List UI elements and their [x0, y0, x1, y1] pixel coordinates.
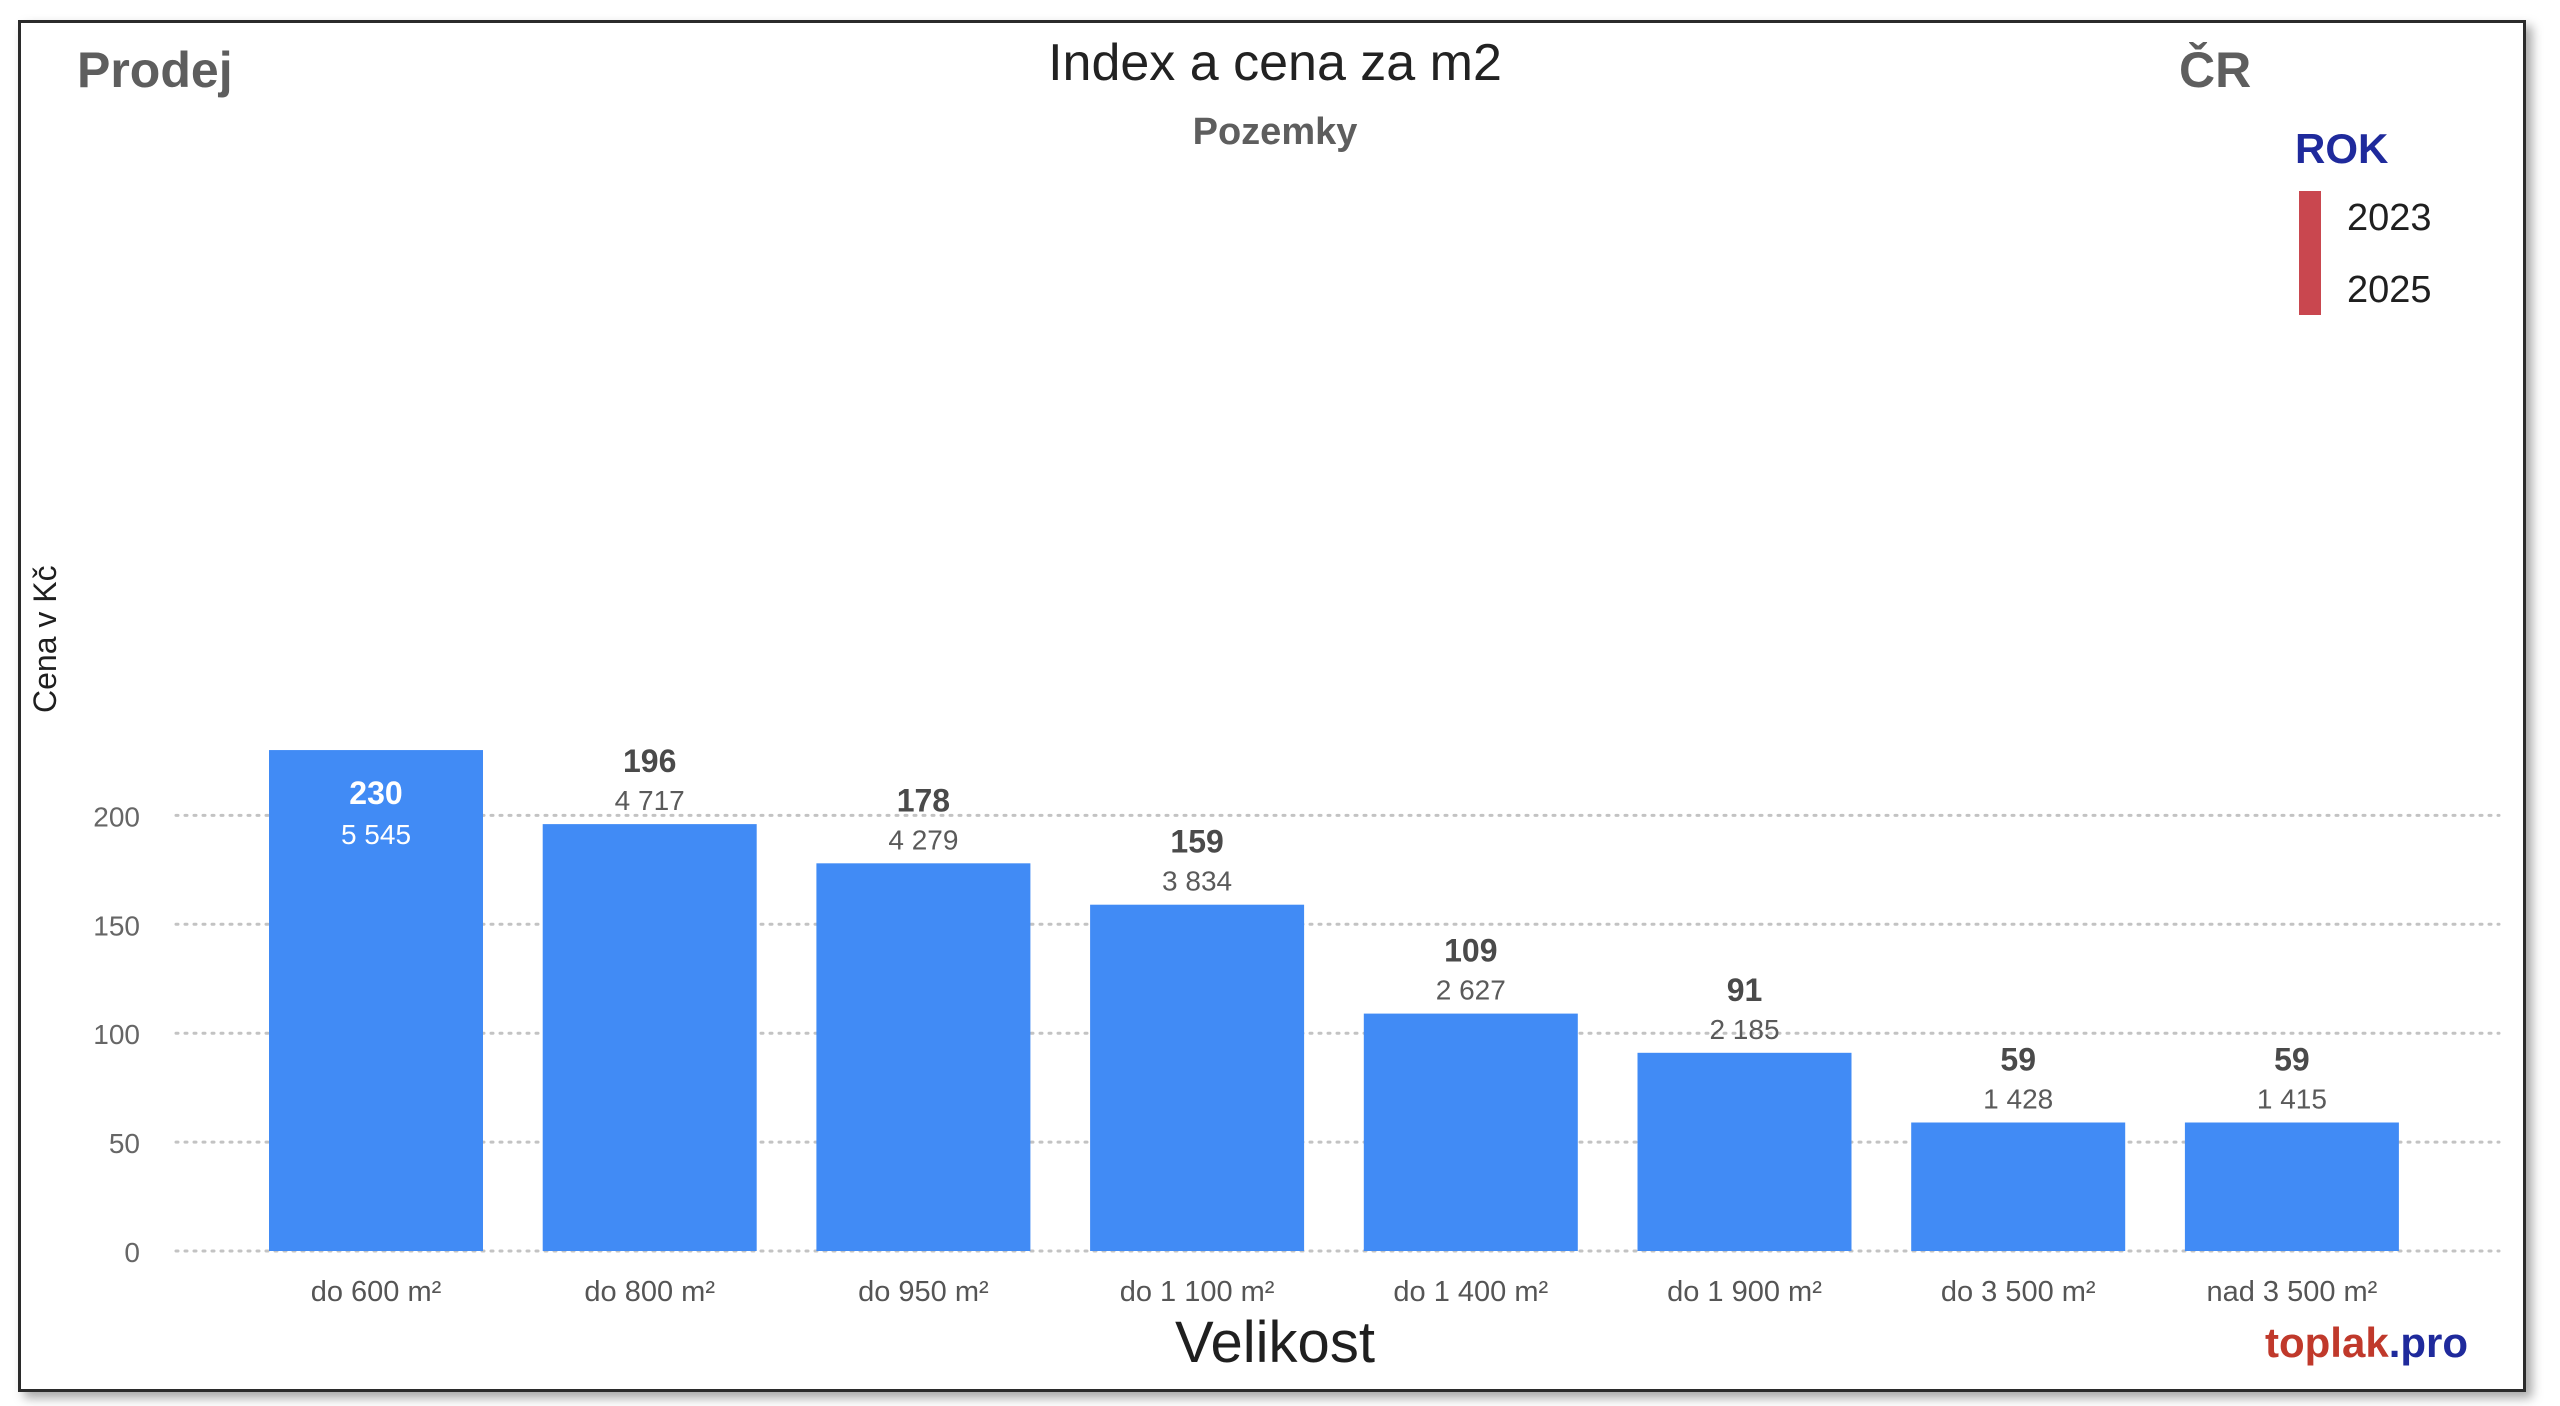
- x-tick-label: do 800 m²: [584, 1276, 715, 1308]
- brand-domain: .pro: [2388, 1319, 2469, 1366]
- bar: [1090, 904, 1305, 1251]
- brand-logo: toplak.pro: [2265, 1319, 2468, 1367]
- bar-price-label: 1 415: [2257, 1083, 2327, 1114]
- bar-value-label: 159: [1170, 824, 1223, 860]
- bar-value-label: 59: [2274, 1041, 2310, 1077]
- region-label: ČR: [2179, 42, 2252, 98]
- legend-item-2025[interactable]: 2025: [2347, 269, 2432, 311]
- bar-price-label: 5 545: [341, 819, 411, 850]
- bar-price-label: 4 279: [888, 824, 958, 855]
- bar-price-label: 4 717: [615, 785, 685, 816]
- chart-frame: Prodej Index a cena za m2 Pozemky ČR ROK…: [18, 20, 2526, 1392]
- bar-chart: 0 50 100 150 200 230 5 545 do 600 m² 196 4 717 do …: [93, 743, 2501, 1308]
- x-tick-label: do 950 m²: [858, 1276, 989, 1308]
- legend-title: ROK: [2295, 125, 2389, 172]
- x-tick-label: nad 3 500 m²: [2206, 1276, 2377, 1308]
- y-tick-label: 100: [93, 1019, 140, 1050]
- bar: [542, 824, 757, 1251]
- bar-price-label: 3 834: [1162, 866, 1232, 897]
- y-tick-label: 200: [93, 801, 140, 832]
- chart-subtitle: Pozemky: [1192, 111, 1358, 153]
- bar-value-label: 230: [349, 775, 402, 811]
- legend-item-2023[interactable]: 2023: [2347, 197, 2432, 239]
- bar-value-label: 59: [2000, 1041, 2036, 1077]
- y-tick-label: 50: [109, 1128, 140, 1159]
- bar: [816, 863, 1031, 1251]
- x-tick-label: do 1 400 m²: [1393, 1276, 1548, 1308]
- legend-swatch: [2299, 191, 2321, 315]
- bar-value-label: 196: [623, 743, 676, 779]
- bar-price-label: 2 627: [1436, 975, 1506, 1006]
- chart-title: Index a cena za m2: [1048, 34, 1502, 92]
- brand-name: toplak: [2265, 1319, 2389, 1366]
- bar-value-label: 109: [1444, 933, 1497, 969]
- x-tick-label: do 1 900 m²: [1667, 1276, 1822, 1308]
- bar: [2184, 1122, 2399, 1251]
- bar-price-label: 1 428: [1983, 1083, 2053, 1114]
- bar-price-label: 2 185: [1709, 1014, 1779, 1045]
- bar: [1637, 1052, 1852, 1251]
- bar-value-label: 178: [897, 782, 950, 818]
- x-tick-label: do 600 m²: [311, 1276, 442, 1308]
- x-tick-label: do 1 100 m²: [1120, 1276, 1275, 1308]
- x-axis-label: Velikost: [1175, 1310, 1375, 1375]
- bar: [1911, 1122, 2126, 1251]
- y-tick-label: 150: [93, 910, 140, 941]
- bar-value-label: 91: [1727, 972, 1763, 1008]
- transaction-type-label: Prodej: [77, 42, 233, 98]
- bar: [1363, 1013, 1578, 1251]
- bar: [269, 750, 483, 1251]
- x-tick-label: do 3 500 m²: [1941, 1276, 2096, 1308]
- y-tick-label: 0: [124, 1237, 140, 1268]
